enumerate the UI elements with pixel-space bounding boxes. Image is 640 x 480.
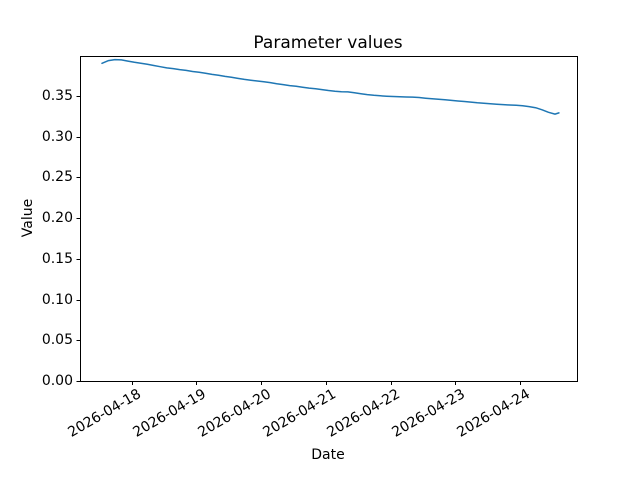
chart-title: Parameter values xyxy=(253,33,403,53)
y-tick-label: 0.15 xyxy=(41,250,73,267)
y-tick-label: 0.30 xyxy=(41,128,73,145)
y-tick-label: 0.20 xyxy=(41,210,73,227)
y-tick-label: 0.00 xyxy=(41,373,73,389)
y-tick-label: 0.25 xyxy=(41,169,73,186)
data-line xyxy=(101,58,560,115)
y-tick-label: 0.35 xyxy=(41,87,73,104)
x-axis-label: Date xyxy=(311,447,345,463)
y-tick-label: 0.10 xyxy=(41,291,73,308)
y-tick-label: 0.05 xyxy=(41,332,73,349)
y-axis-label: Value xyxy=(20,198,36,238)
